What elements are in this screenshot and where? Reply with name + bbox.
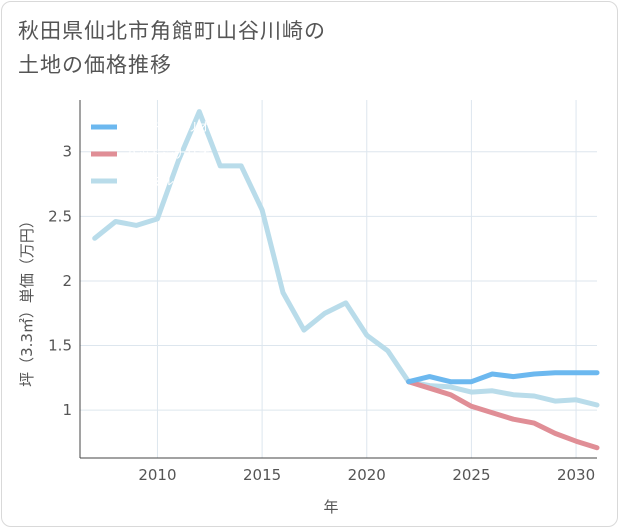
x-tick-label: 2015: [243, 466, 281, 484]
x-tick-label: 2025: [452, 466, 490, 484]
x-tick-label: 2010: [138, 466, 176, 484]
y-tick-label: 1: [62, 401, 72, 419]
series-lines: [92, 109, 600, 451]
title-line-1: 秋田県仙北市角館町山谷川崎の: [18, 19, 326, 43]
y-tick-label: 3: [62, 143, 72, 161]
x-axis-title: 年: [323, 498, 338, 516]
y-tick-label: 2.5: [48, 207, 72, 225]
legend-label: バッドシナリオ: [126, 147, 210, 161]
series-line-2: [92, 109, 600, 408]
title-line-2: 土地の価格推移: [18, 53, 172, 77]
legend-label: グッドシナリオ: [126, 120, 210, 134]
x-tick-label: 2020: [348, 466, 386, 484]
series-line-0: [406, 370, 600, 385]
y-tick-label: 2: [62, 272, 72, 290]
x-tick-label: 2030: [557, 466, 595, 484]
axes: [79, 100, 597, 459]
series-line-1: [406, 379, 600, 451]
tick-labels: 2010 2015 2020 2025 2030 1 1.5 2 2.5 3: [48, 143, 595, 484]
y-tick-label: 1.5: [48, 337, 72, 355]
grid-lines: [80, 100, 597, 458]
legend-label: ノーマルシナリオ: [126, 174, 222, 188]
y-axis-title: 坪（3.3㎡）単価（万円）: [18, 213, 36, 387]
chart-title: 秋田県仙北市角館町山谷川崎の 土地の価格推移: [18, 14, 578, 82]
